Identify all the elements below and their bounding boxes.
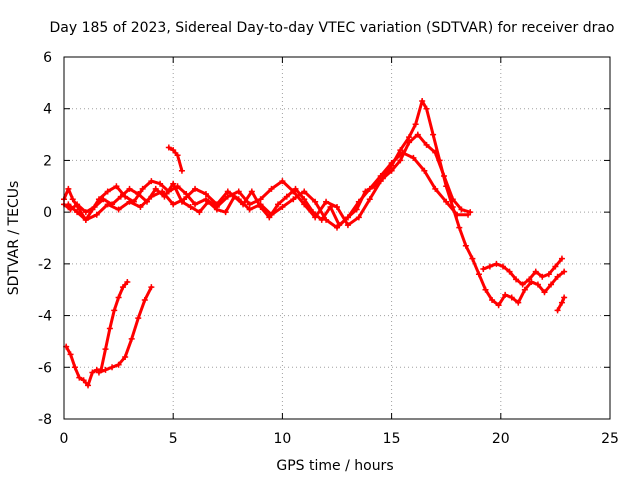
plot-frame (64, 57, 610, 419)
x-tick-label: 25 (601, 431, 619, 447)
grid-lines (64, 57, 610, 419)
series-trace (558, 297, 565, 310)
y-tick-label: -4 (38, 309, 52, 325)
plot-area (61, 98, 567, 388)
data-point (107, 326, 113, 332)
series-trace (483, 259, 562, 285)
y-axis-label: SDTVAR / TECUs (6, 181, 22, 296)
axis-ticks: 0 5 10 15 20 25 -8 -6 -4 -2 0 2 4 6 (38, 50, 619, 447)
series-trace (169, 148, 182, 171)
data-point (102, 346, 108, 352)
series-spike-5h (166, 145, 185, 174)
y-tick-label: -8 (38, 412, 52, 428)
y-tick-label: 0 (43, 205, 52, 221)
series-early-low-b (96, 284, 154, 375)
sdtvar-chart: Day 185 of 2023, Sidereal Day-to-day VTE… (0, 0, 640, 480)
series-track-a (61, 98, 567, 308)
series-trace (64, 101, 564, 305)
x-tick-label: 15 (383, 431, 401, 447)
y-tick-label: 2 (43, 153, 52, 169)
y-tick-label: -2 (38, 257, 52, 273)
y-tick-label: -6 (38, 360, 52, 376)
x-tick-label: 0 (60, 431, 69, 447)
y-tick-label: 4 (43, 102, 52, 118)
x-tick-label: 5 (169, 431, 178, 447)
x-tick-label: 10 (273, 431, 291, 447)
series-tail (555, 294, 568, 313)
chart-title: Day 185 of 2023, Sidereal Day-to-day VTE… (49, 20, 614, 36)
x-tick-label: 20 (492, 431, 510, 447)
series-track-b (61, 132, 473, 229)
y-tick-label: 6 (43, 50, 52, 66)
x-axis-label: GPS time / hours (276, 458, 393, 474)
data-point (430, 132, 436, 138)
